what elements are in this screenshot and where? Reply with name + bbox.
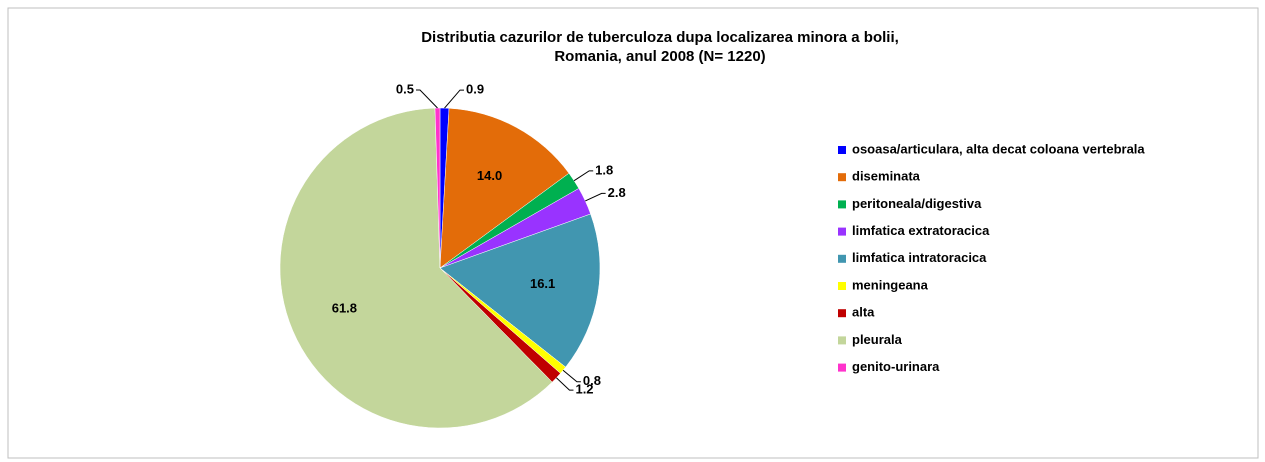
leader-line xyxy=(416,89,438,109)
data-label: 1.8 xyxy=(595,162,613,177)
legend-swatch xyxy=(838,309,846,318)
legend-swatch xyxy=(838,254,846,263)
legend-label: osoasa/articulara, alta decat coloana ve… xyxy=(852,141,1145,156)
legend-label: meningeana xyxy=(852,277,929,292)
pie-slice xyxy=(439,213,601,368)
pie-slice xyxy=(279,107,553,429)
leader-line xyxy=(556,377,574,391)
data-label: 0.5 xyxy=(396,81,414,96)
data-label: 61.8 xyxy=(332,300,357,315)
data-label: 2.8 xyxy=(608,185,626,200)
legend-label: pleurala xyxy=(852,332,903,347)
data-label: 16.1 xyxy=(530,276,555,291)
data-label: 1.2 xyxy=(575,382,593,397)
chart-frame xyxy=(7,7,1259,459)
legend-label: peritoneala/digestiva xyxy=(852,196,982,211)
legend-label: limfatica intratoracica xyxy=(852,250,987,265)
chart-title: Distributia cazurilor de tuberculoza dup… xyxy=(421,29,899,46)
leader-line xyxy=(444,89,464,109)
legend-label: diseminata xyxy=(852,169,921,184)
legend-swatch xyxy=(838,227,846,236)
legend-swatch xyxy=(838,146,846,154)
data-label: 0.8 xyxy=(583,373,601,388)
leader-line xyxy=(585,192,606,202)
legend-swatch xyxy=(838,282,846,290)
leader-line xyxy=(573,170,594,182)
leader-line xyxy=(562,369,581,383)
legend-label: limfatica extratoracica xyxy=(852,223,990,238)
legend-swatch xyxy=(838,363,846,372)
legend-label: alta xyxy=(852,305,875,320)
legend-label: genito-urinara xyxy=(852,359,940,374)
legend-swatch xyxy=(838,173,846,182)
legend-swatch xyxy=(838,336,846,345)
pie-slice xyxy=(439,107,570,269)
data-label: 14.0 xyxy=(477,168,502,183)
legend-swatch xyxy=(838,200,846,209)
data-label: 0.9 xyxy=(466,82,484,97)
chart-title: Romania, anul 2008 (N= 1220) xyxy=(554,48,765,65)
